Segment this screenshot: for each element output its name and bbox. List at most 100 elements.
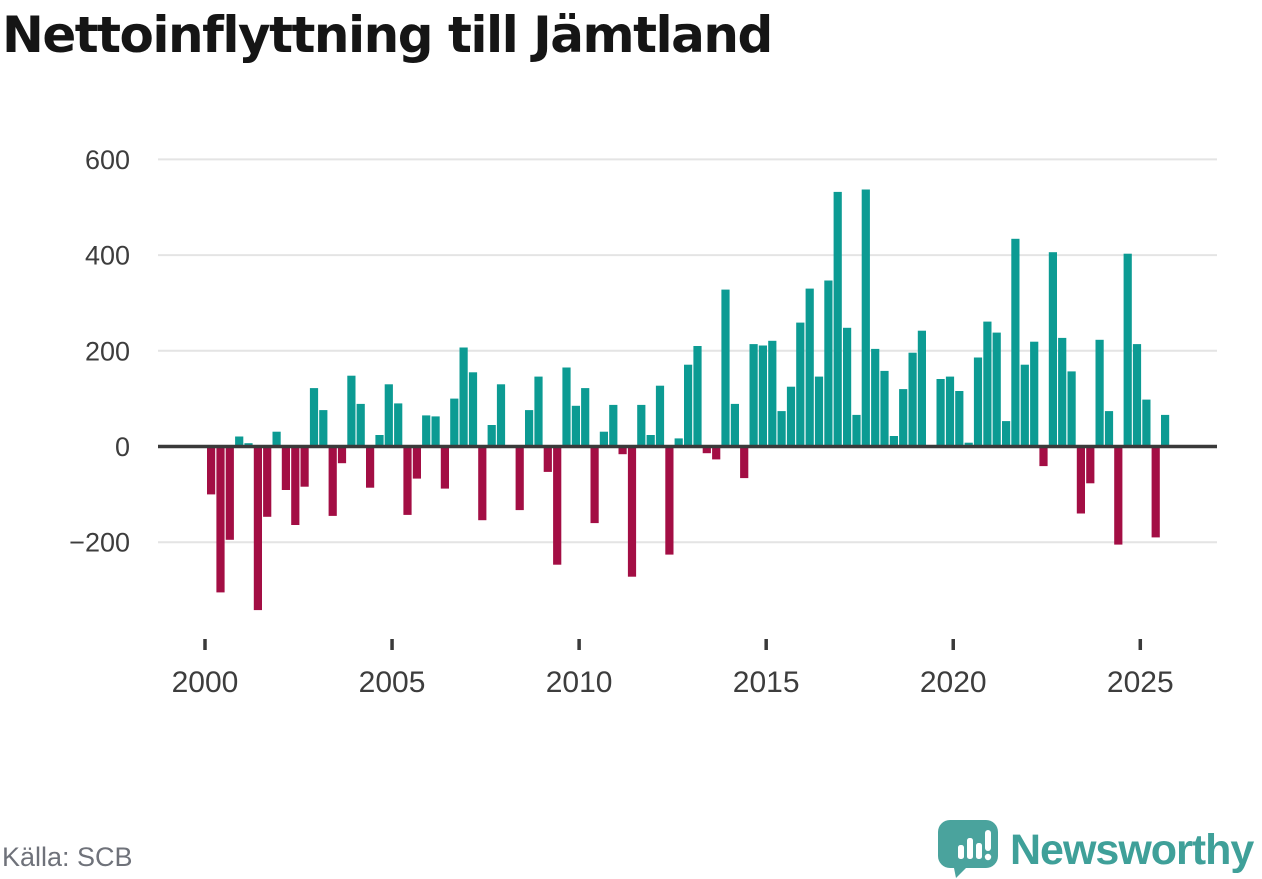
bar-2012-q4	[684, 364, 693, 447]
bar-2022-q1	[1030, 341, 1039, 447]
bar-2008-q3	[525, 410, 534, 447]
y-axis-label-400: 400	[85, 241, 130, 271]
bar-2019-q3	[936, 379, 945, 447]
bar-2005-q4	[422, 415, 431, 447]
source-label: Källa: SCB	[2, 842, 133, 872]
bar-2010-q3	[599, 431, 608, 447]
bar-2022-q2	[1039, 446, 1048, 467]
bar-2001-q2	[253, 446, 262, 611]
bar-2015-q3	[786, 386, 796, 447]
bar-2019-q4	[945, 376, 955, 447]
x-tick-2020	[951, 639, 955, 650]
bar-2013-q1	[693, 346, 702, 447]
bar-2013-q4	[721, 289, 730, 447]
bar-2021-q4	[1020, 364, 1029, 447]
x-axis-label-2000: 2000	[172, 666, 239, 699]
bar-2025-q2	[1151, 446, 1160, 538]
bar-2002-q1	[281, 446, 290, 490]
bar-2025-q1	[1142, 399, 1151, 447]
bar-2004-q1	[356, 403, 365, 447]
bar-2016-q1	[805, 288, 814, 447]
x-tick-2010	[577, 639, 581, 650]
bar-2016-q3	[824, 280, 833, 447]
bar-2020-q2	[964, 442, 973, 447]
bar-2017-q1	[843, 327, 852, 447]
bar-2023-q1	[1067, 371, 1076, 447]
bar-2022-q4	[1058, 337, 1067, 447]
bar-2009-q1	[543, 446, 552, 472]
bar-2006-q3	[450, 398, 459, 447]
bar-2007-q1	[468, 372, 478, 447]
bar-2009-q4	[571, 405, 580, 447]
bar-2010-q1	[581, 388, 590, 447]
bar-2017-q3	[861, 189, 870, 447]
x-axis-label-2005: 2005	[359, 666, 426, 699]
bar-2025-q3	[1161, 414, 1170, 447]
bar-2021-q3	[1011, 238, 1020, 447]
bar-2024-q1	[1104, 411, 1114, 447]
bar-2022-q3	[1048, 252, 1057, 447]
bar-2011-q3	[637, 404, 646, 447]
page-title: Nettoinflyttning till Jämtland	[2, 6, 773, 64]
bar-2017-q2	[852, 414, 861, 447]
bar-2018-q2	[889, 436, 898, 447]
bar-2006-q4	[459, 347, 468, 447]
bar-2003-q3	[337, 446, 347, 464]
bar-2001-q4	[272, 431, 281, 447]
bar-2016-q2	[814, 376, 824, 447]
bar-2020-q1	[955, 391, 964, 447]
bar-2006-q1	[431, 416, 440, 447]
bar-2020-q4	[983, 321, 992, 447]
x-tick-2025	[1138, 639, 1143, 650]
bar-2010-q2	[590, 446, 599, 524]
bar-2023-q3	[1086, 446, 1095, 484]
x-axis-label-2025: 2025	[1107, 666, 1174, 699]
bar-2000-q1	[207, 446, 216, 495]
bar-2003-q4	[347, 375, 356, 447]
x-axis-label-2010: 2010	[546, 666, 613, 699]
x-axis-label-2020: 2020	[920, 666, 987, 699]
bar-2011-q1	[618, 446, 627, 455]
bar-2012-q1	[655, 385, 665, 447]
bar-2005-q2	[403, 446, 412, 515]
bar-2024-q3	[1123, 253, 1132, 447]
bar-2002-q4	[309, 388, 319, 447]
bar-2024-q4	[1132, 344, 1142, 447]
bar-2008-q4	[534, 376, 543, 447]
bar-2007-q2	[478, 446, 487, 521]
bar-2020-q3	[973, 357, 983, 447]
bar-2015-q4	[796, 322, 805, 447]
y-axis-label-200: 200	[85, 336, 130, 366]
bar-2003-q1	[319, 410, 328, 447]
bar-2021-q2	[1002, 421, 1011, 447]
bar-2014-q3	[749, 344, 758, 447]
newsworthy-wordmark: Newsworthy	[1010, 826, 1254, 874]
y-axis-label-0: 0	[115, 432, 130, 462]
bar-2015-q1	[768, 340, 777, 447]
bar-2014-q1	[730, 403, 739, 447]
bar-2015-q2	[777, 411, 786, 447]
y-axis-label-600: 600	[85, 145, 130, 175]
bar-2018-q1	[880, 370, 889, 447]
bar-2013-q2	[702, 446, 711, 454]
bar-2004-q3	[375, 435, 384, 447]
bar-2013-q3	[712, 446, 721, 460]
bar-2021-q1	[992, 332, 1001, 447]
bar-2005-q3	[412, 446, 421, 479]
bar-2010-q4	[609, 404, 618, 447]
bar-2009-q3	[562, 367, 571, 447]
bar-2011-q4	[646, 435, 655, 447]
bar-2019-q1	[917, 330, 926, 447]
bar-2003-q2	[328, 446, 337, 516]
bar-2007-q3	[487, 425, 496, 447]
bar-2012-q2	[665, 446, 674, 555]
bar-2024-q2	[1114, 446, 1123, 545]
bar-2016-q4	[833, 191, 842, 447]
bar-2018-q4	[908, 352, 917, 447]
newsworthy-logo: Newsworthy	[938, 820, 1255, 878]
bar-2023-q2	[1076, 446, 1085, 514]
bar-2023-q4	[1095, 339, 1104, 447]
x-tick-2000	[203, 639, 207, 650]
